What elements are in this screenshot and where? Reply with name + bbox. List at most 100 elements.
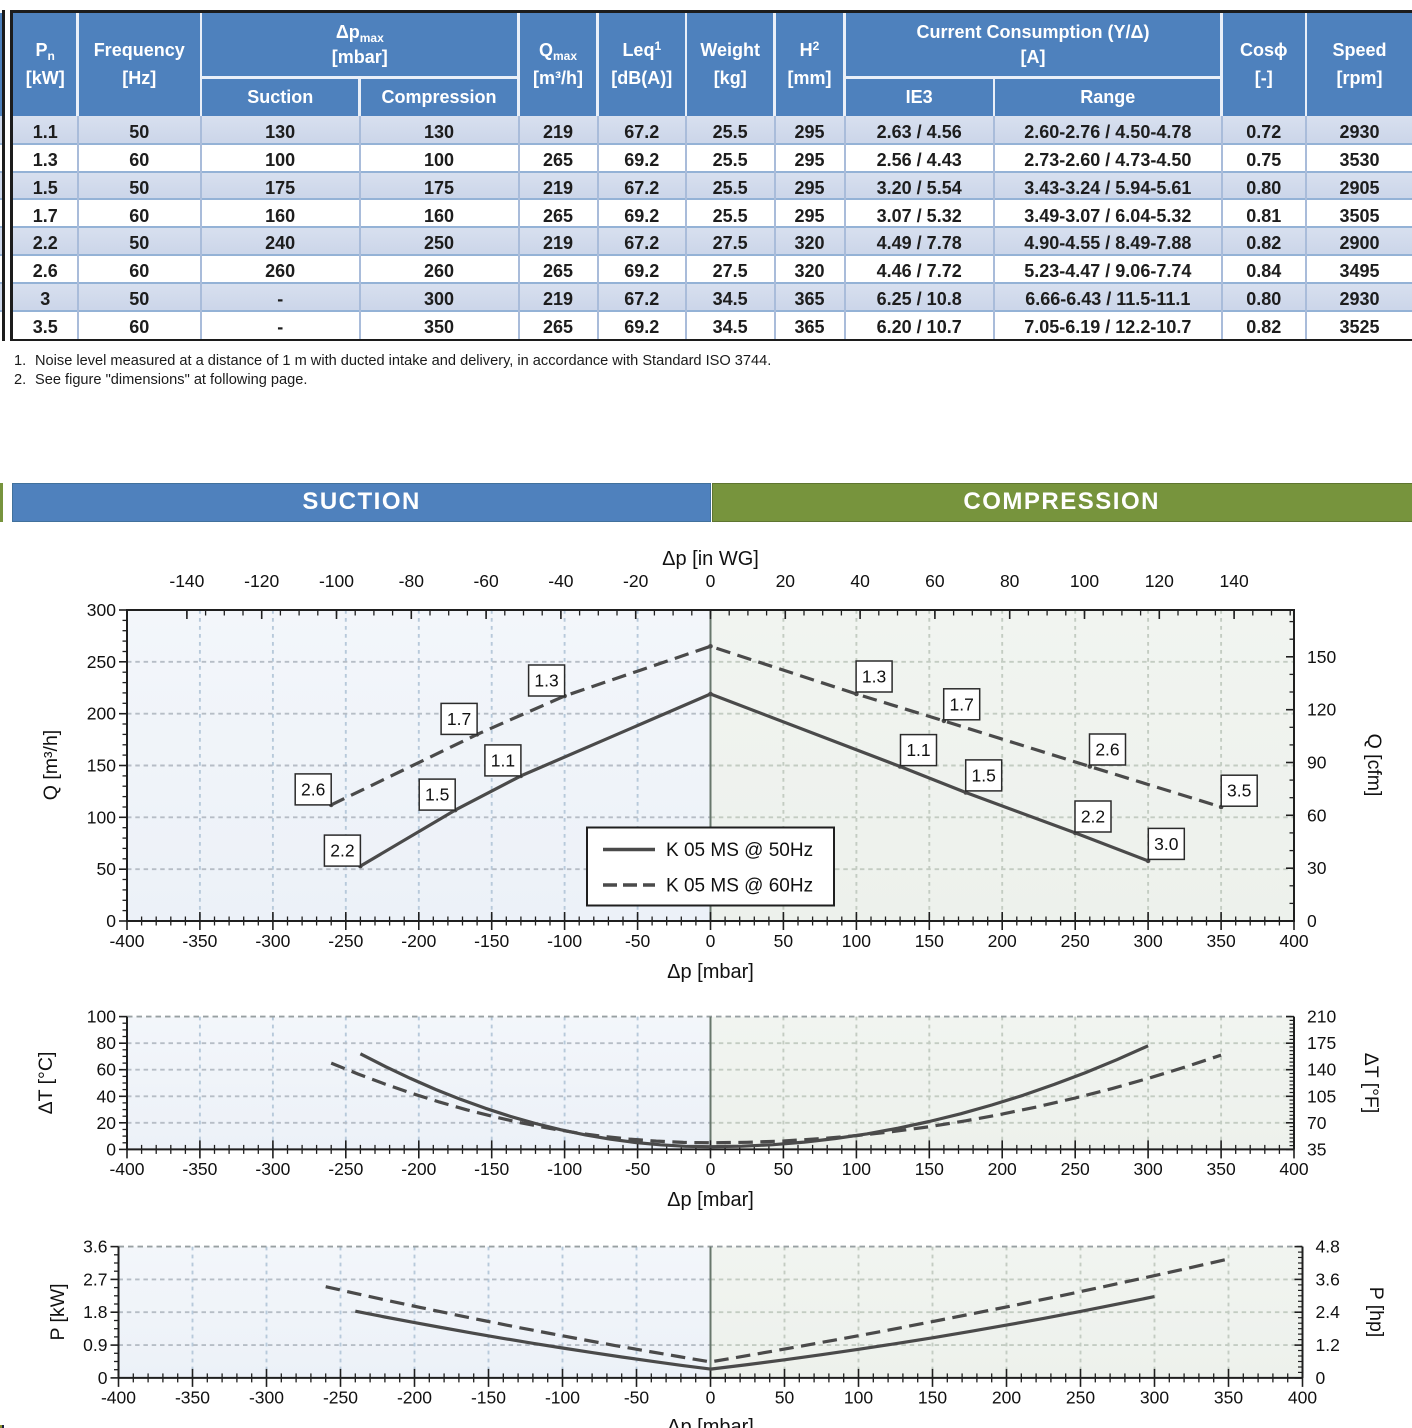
svg-text:105: 105 bbox=[1307, 1086, 1336, 1106]
svg-text:-140: -140 bbox=[169, 571, 204, 591]
svg-text:60: 60 bbox=[1307, 805, 1327, 825]
svg-text:200: 200 bbox=[992, 1388, 1021, 1408]
svg-text:0: 0 bbox=[706, 1159, 716, 1179]
svg-text:0: 0 bbox=[106, 911, 116, 931]
svg-text:0: 0 bbox=[1316, 1368, 1326, 1388]
svg-text:1.2: 1.2 bbox=[1316, 1335, 1340, 1355]
svg-text:1.7: 1.7 bbox=[447, 709, 471, 729]
svg-text:-200: -200 bbox=[401, 1159, 436, 1179]
svg-text:1.5: 1.5 bbox=[972, 765, 996, 785]
svg-text:0: 0 bbox=[98, 1368, 108, 1388]
svg-text:100: 100 bbox=[842, 931, 871, 951]
svg-text:K 05 MS @ 60Hz: K 05 MS @ 60Hz bbox=[666, 876, 813, 897]
svg-text:0: 0 bbox=[706, 931, 716, 951]
svg-text:1.3: 1.3 bbox=[862, 667, 886, 687]
svg-text:150: 150 bbox=[87, 756, 116, 776]
svg-text:-150: -150 bbox=[474, 931, 509, 951]
svg-text:140: 140 bbox=[1219, 571, 1248, 591]
svg-text:-400: -400 bbox=[109, 931, 144, 951]
svg-text:100: 100 bbox=[87, 1007, 116, 1027]
svg-text:250: 250 bbox=[1061, 1159, 1090, 1179]
svg-text:210: 210 bbox=[1307, 1007, 1336, 1027]
svg-text:2.2: 2.2 bbox=[1081, 807, 1105, 827]
svg-text:-120: -120 bbox=[244, 571, 279, 591]
svg-text:50: 50 bbox=[774, 931, 794, 951]
svg-text:140: 140 bbox=[1307, 1060, 1336, 1080]
svg-text:60: 60 bbox=[925, 571, 945, 591]
svg-text:400: 400 bbox=[1279, 931, 1308, 951]
svg-text:0: 0 bbox=[706, 571, 716, 591]
svg-text:-150: -150 bbox=[474, 1159, 509, 1179]
svg-text:20: 20 bbox=[776, 571, 796, 591]
svg-text:20: 20 bbox=[97, 1113, 117, 1133]
svg-text:175: 175 bbox=[1307, 1033, 1336, 1053]
svg-text:P [kW]: P [kW] bbox=[47, 1283, 69, 1340]
svg-text:50: 50 bbox=[97, 859, 117, 879]
svg-text:-200: -200 bbox=[401, 931, 436, 951]
svg-text:-300: -300 bbox=[249, 1388, 284, 1408]
svg-text:70: 70 bbox=[1307, 1113, 1327, 1133]
svg-text:150: 150 bbox=[918, 1388, 947, 1408]
svg-text:80: 80 bbox=[1000, 571, 1020, 591]
svg-text:150: 150 bbox=[915, 1159, 944, 1179]
svg-text:50: 50 bbox=[775, 1388, 795, 1408]
svg-text:K 05 MS @ 50Hz: K 05 MS @ 50Hz bbox=[666, 840, 813, 861]
svg-text:200: 200 bbox=[988, 1159, 1017, 1179]
svg-text:Δp [mbar]: Δp [mbar] bbox=[667, 1416, 754, 1428]
svg-text:-40: -40 bbox=[548, 571, 574, 591]
svg-text:50: 50 bbox=[774, 1159, 794, 1179]
svg-text:2.7: 2.7 bbox=[83, 1269, 107, 1289]
svg-text:0: 0 bbox=[1307, 911, 1317, 931]
svg-text:80: 80 bbox=[97, 1033, 117, 1053]
svg-text:ΔT [°C]: ΔT [°C] bbox=[35, 1052, 57, 1115]
svg-text:Δp [mbar]: Δp [mbar] bbox=[667, 961, 754, 983]
svg-text:100: 100 bbox=[842, 1159, 871, 1179]
svg-text:-20: -20 bbox=[623, 571, 649, 591]
svg-text:2.6: 2.6 bbox=[301, 779, 325, 799]
svg-text:400: 400 bbox=[1279, 1159, 1308, 1179]
svg-text:1.3: 1.3 bbox=[534, 671, 558, 691]
svg-text:1.8: 1.8 bbox=[83, 1302, 107, 1322]
svg-text:150: 150 bbox=[915, 931, 944, 951]
svg-text:-150: -150 bbox=[471, 1388, 506, 1408]
svg-text:350: 350 bbox=[1206, 931, 1235, 951]
svg-text:4.8: 4.8 bbox=[1316, 1237, 1340, 1257]
svg-text:90: 90 bbox=[1307, 753, 1327, 773]
svg-text:P [hp]: P [hp] bbox=[1365, 1287, 1387, 1338]
svg-text:-300: -300 bbox=[255, 931, 290, 951]
svg-text:-100: -100 bbox=[547, 1159, 582, 1179]
svg-text:2.6: 2.6 bbox=[1095, 740, 1119, 760]
svg-text:ΔT [°F]: ΔT [°F] bbox=[1360, 1053, 1382, 1114]
svg-text:350: 350 bbox=[1206, 1159, 1235, 1179]
svg-text:2.2: 2.2 bbox=[330, 841, 354, 861]
svg-text:120: 120 bbox=[1145, 571, 1174, 591]
svg-text:2.4: 2.4 bbox=[1316, 1302, 1341, 1322]
svg-text:-350: -350 bbox=[182, 1159, 217, 1179]
svg-text:-250: -250 bbox=[323, 1388, 358, 1408]
svg-text:0: 0 bbox=[106, 1139, 116, 1159]
svg-text:35: 35 bbox=[1307, 1139, 1326, 1159]
svg-text:-80: -80 bbox=[399, 571, 425, 591]
svg-text:200: 200 bbox=[988, 931, 1017, 951]
svg-text:300: 300 bbox=[1140, 1388, 1169, 1408]
svg-text:-100: -100 bbox=[319, 571, 354, 591]
svg-text:300: 300 bbox=[1133, 1159, 1162, 1179]
svg-text:0.9: 0.9 bbox=[83, 1335, 107, 1355]
svg-text:1.1: 1.1 bbox=[491, 750, 515, 770]
svg-text:-400: -400 bbox=[109, 1159, 144, 1179]
svg-text:30: 30 bbox=[1307, 858, 1327, 878]
svg-text:40: 40 bbox=[97, 1086, 117, 1106]
svg-text:Q [m³/h]: Q [m³/h] bbox=[40, 730, 62, 800]
svg-text:-200: -200 bbox=[397, 1388, 432, 1408]
svg-text:3.6: 3.6 bbox=[1316, 1269, 1340, 1289]
svg-text:100: 100 bbox=[1070, 571, 1099, 591]
svg-text:-60: -60 bbox=[473, 571, 499, 591]
svg-text:-50: -50 bbox=[624, 1388, 650, 1408]
svg-text:400: 400 bbox=[1288, 1388, 1317, 1408]
svg-text:1.7: 1.7 bbox=[950, 694, 974, 714]
svg-text:100: 100 bbox=[87, 807, 116, 827]
svg-text:3.0: 3.0 bbox=[1154, 834, 1179, 854]
svg-text:-300: -300 bbox=[255, 1159, 290, 1179]
svg-text:-50: -50 bbox=[625, 931, 651, 951]
svg-text:3.6: 3.6 bbox=[83, 1237, 107, 1257]
